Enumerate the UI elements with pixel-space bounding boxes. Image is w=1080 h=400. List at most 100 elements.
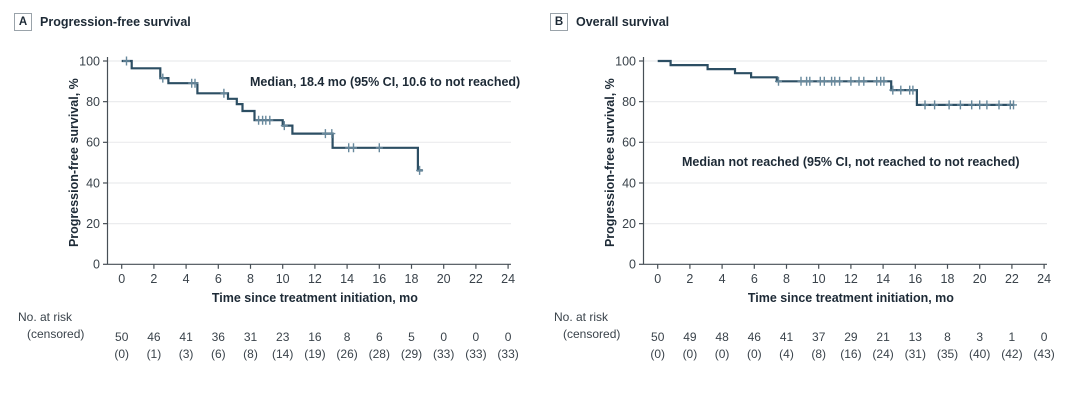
y-axis-label: Progression-free survival, %: [67, 78, 81, 247]
x-tick-label: 24: [501, 272, 515, 286]
censored-value: (4): [779, 347, 794, 361]
censored-value: (19): [304, 347, 325, 361]
x-tick-label: 8: [783, 272, 790, 286]
censored-value: (0): [747, 347, 762, 361]
censored-value: (31): [905, 347, 926, 361]
at-risk-value: 31: [244, 330, 258, 344]
censored-value: (29): [401, 347, 422, 361]
panel-title-os: B Overall survival: [550, 13, 669, 31]
censored-value: (33): [497, 347, 518, 361]
y-tick-label: 20: [86, 217, 100, 231]
at-risk-value: 0: [1041, 330, 1048, 344]
censored-value: (3): [179, 347, 194, 361]
km-curve: [657, 59, 1015, 106]
panel-os: 0 20 40 60 80 100 0 2 4 6 8 10 12 14 16 18 20 22 24 Progres…: [536, 0, 1080, 400]
censored-value: (6): [211, 347, 226, 361]
at-risk-value: 29: [844, 330, 858, 344]
x-tick-label: 22: [469, 272, 483, 286]
at-risk-value: 46: [748, 330, 762, 344]
x-tick-label: 2: [150, 272, 157, 286]
y-tick-label: 0: [629, 258, 636, 272]
x-tick-label: 18: [941, 272, 955, 286]
y-tick-label: 80: [622, 95, 636, 109]
at-risk-value: 0: [505, 330, 512, 344]
x-tick-label: 10: [276, 272, 290, 286]
x-tick-label: 12: [308, 272, 322, 286]
x-tick-label: 10: [812, 272, 826, 286]
x-tick-label: 0: [118, 272, 125, 286]
x-tick-label: 4: [719, 272, 726, 286]
censored-value: (1): [147, 347, 162, 361]
censored-value: (0): [715, 347, 730, 361]
censored-value: (8): [243, 347, 258, 361]
panel-title-text-os: Overall survival: [576, 15, 670, 29]
at-risk-value: 41: [780, 330, 794, 344]
at-risk-value: 0: [473, 330, 480, 344]
censored-label: (censored): [563, 327, 620, 341]
censored-value: (42): [1001, 347, 1022, 361]
x-tick-label: 24: [1037, 272, 1051, 286]
at-risk-value: 8: [344, 330, 351, 344]
censored-value: (0): [650, 347, 665, 361]
censor-marks: [123, 56, 424, 175]
at-risk-value: 36: [212, 330, 226, 344]
at-risk-value: 37: [812, 330, 826, 344]
at-risk-value: 21: [876, 330, 890, 344]
censored-value: (8): [811, 347, 826, 361]
censored-value: (26): [336, 347, 357, 361]
at-risk-value: 6: [376, 330, 383, 344]
x-tick-label: 20: [973, 272, 987, 286]
at-risk-value: 49: [683, 330, 697, 344]
x-tick-label: 0: [654, 272, 661, 286]
censored-value: (0): [683, 347, 698, 361]
x-tick-label: 16: [908, 272, 922, 286]
x-tick-label: 12: [844, 272, 858, 286]
censored-value: (28): [369, 347, 390, 361]
x-tick-label: 14: [876, 272, 890, 286]
y-axis-label: Progression-free survival, %: [603, 78, 617, 247]
censored-value: (0): [114, 347, 129, 361]
y-tick-label: 40: [86, 176, 100, 190]
y-tick-label: 60: [622, 136, 636, 150]
censored-value: (24): [872, 347, 893, 361]
panel-title-text-pfs: Progression-free survival: [40, 15, 191, 29]
y-tick-label: 0: [93, 258, 100, 272]
x-tick-label: 16: [372, 272, 386, 286]
y-tick-label: 40: [622, 176, 636, 190]
x-tick-label: 2: [686, 272, 693, 286]
censored-value: (35): [937, 347, 958, 361]
censored-value: (43): [1033, 347, 1054, 361]
at-risk-value: 46: [147, 330, 161, 344]
y-tick-label: 20: [622, 217, 636, 231]
median-annotation: Median, 18.4 mo (95% CI, 10.6 to not rea…: [250, 75, 520, 89]
y-tick-label: 80: [86, 95, 100, 109]
at-risk-value: 3: [976, 330, 983, 344]
panel-letter-b: B: [550, 13, 568, 31]
at-risk-value: 16: [308, 330, 322, 344]
panel-title-pfs: A Progression-free survival: [14, 13, 191, 31]
y-tick-label: 100: [79, 54, 100, 68]
x-tick-label: 6: [215, 272, 222, 286]
panel-letter-a: A: [14, 13, 32, 31]
at-risk-label: No. at risk: [18, 310, 73, 324]
at-risk-value: 1: [1009, 330, 1016, 344]
y-tick-label: 100: [615, 54, 636, 68]
censored-value: (16): [840, 347, 861, 361]
median-annotation: Median not reached (95% CI, not reached …: [682, 155, 1020, 169]
at-risk-value: 50: [651, 330, 665, 344]
x-tick-label: 8: [247, 272, 254, 286]
censored-label: (censored): [27, 327, 84, 341]
at-risk-label: No. at risk: [554, 310, 609, 324]
at-risk-value: 41: [179, 330, 193, 344]
x-tick-label: 18: [405, 272, 419, 286]
at-risk-value: 48: [715, 330, 729, 344]
x-axis-label: Time since treatment initiation, mo: [212, 291, 418, 305]
y-tick-label: 60: [86, 136, 100, 150]
censored-value: (14): [272, 347, 293, 361]
censored-value: (40): [969, 347, 990, 361]
at-risk-value: 13: [909, 330, 923, 344]
at-risk-value: 0: [440, 330, 447, 344]
